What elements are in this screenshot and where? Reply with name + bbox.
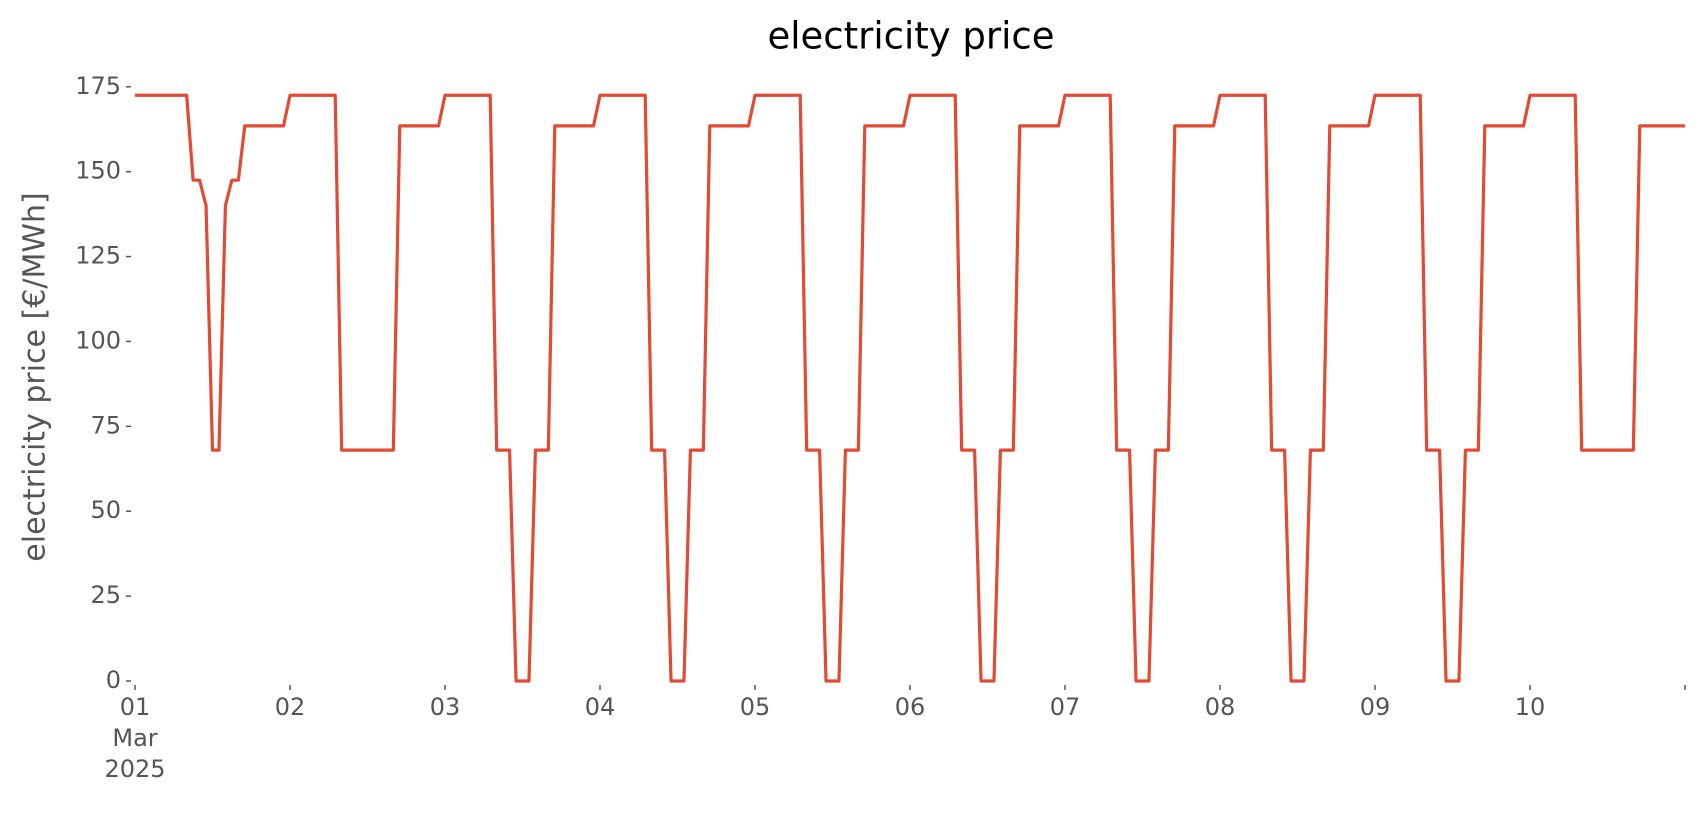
chart-title: electricity price xyxy=(767,15,1054,58)
y-tick-label: 75 xyxy=(90,411,121,439)
x-tick-label: 02 xyxy=(275,693,306,721)
price-line xyxy=(135,93,1685,683)
x-tick-label: 03 xyxy=(430,693,461,721)
y-tick-label: 50 xyxy=(90,496,121,524)
y-tick-label: 150 xyxy=(75,157,121,185)
x-tick-label: 08 xyxy=(1205,693,1236,721)
x-tick-label: 06 xyxy=(895,693,926,721)
y-tick-label: 125 xyxy=(75,242,121,270)
y-tick-label: 25 xyxy=(90,581,121,609)
x-tick-label: 09 xyxy=(1360,693,1391,721)
y-tick-label: 0 xyxy=(106,666,121,694)
y-axis-label: electricity price [€/MWh] xyxy=(18,192,53,561)
x-tick-label: 01 Mar 2025 xyxy=(104,693,165,783)
x-tick-label: 07 xyxy=(1050,693,1081,721)
y-tick-label: 100 xyxy=(75,326,121,354)
x-tick-label: 04 xyxy=(585,693,616,721)
y-tick-label: 175 xyxy=(75,72,121,100)
x-tick-label: 10 xyxy=(1515,693,1546,721)
x-tick-label: 05 xyxy=(740,693,771,721)
